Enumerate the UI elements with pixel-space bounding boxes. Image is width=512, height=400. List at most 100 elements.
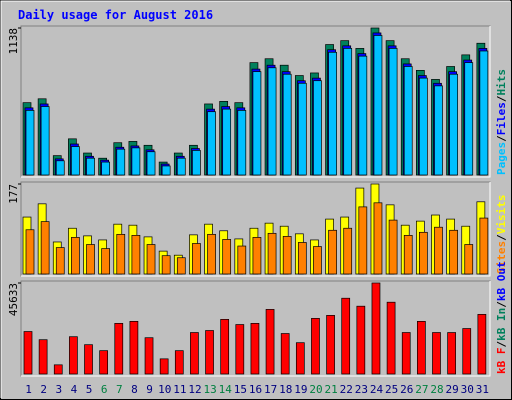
bar <box>114 322 124 375</box>
bar <box>267 67 277 176</box>
bar <box>237 245 247 275</box>
x-tick-label: 17 <box>264 383 277 396</box>
bar <box>38 339 48 375</box>
y-tick-label: 1138 <box>7 28 20 55</box>
bar <box>328 51 337 176</box>
legend-entry: kB In <box>495 308 508 341</box>
bar <box>403 235 413 275</box>
bar <box>84 344 93 375</box>
x-tick-label: 7 <box>116 383 123 396</box>
bar <box>99 350 108 375</box>
legend-entry: Sites <box>495 241 508 274</box>
bar <box>343 227 353 275</box>
bar <box>297 242 307 275</box>
bar <box>388 219 398 275</box>
bar <box>341 297 351 375</box>
bar <box>447 332 456 375</box>
bar <box>282 236 292 275</box>
bar <box>222 108 232 176</box>
bar <box>86 157 95 176</box>
x-tick-label: 28 <box>430 383 443 396</box>
legend-separator: / <box>495 135 508 142</box>
bar <box>192 150 201 176</box>
bar <box>356 305 366 375</box>
bar <box>55 247 65 275</box>
x-tick-label: 15 <box>234 383 247 396</box>
legend-entry: Pages <box>495 142 508 175</box>
bar <box>358 206 368 275</box>
bar <box>101 161 110 176</box>
x-tick-label: 12 <box>188 383 201 396</box>
x-tick-label: 16 <box>249 383 262 396</box>
bar <box>192 243 201 275</box>
bar <box>358 55 368 176</box>
x-tick-label: 22 <box>340 383 353 396</box>
x-tick-label: 11 <box>173 383 186 396</box>
bar <box>237 110 247 176</box>
chart-title: Daily usage for August 2016 <box>18 8 213 22</box>
bar <box>25 110 35 176</box>
bar <box>190 332 199 375</box>
x-tick-label: 3 <box>56 383 63 396</box>
x-tick-label: 27 <box>415 383 428 396</box>
bar <box>419 77 428 176</box>
bar <box>161 255 171 275</box>
legend-separator: / <box>495 234 508 241</box>
bar <box>388 48 398 176</box>
bar <box>280 333 290 375</box>
bar <box>176 157 186 176</box>
bar <box>222 239 232 275</box>
bar <box>464 244 474 275</box>
bar <box>23 331 33 375</box>
legend: Sites/Visits <box>495 195 508 275</box>
bar <box>174 350 184 375</box>
bar <box>101 248 110 275</box>
bar <box>434 226 443 275</box>
bar <box>161 165 171 176</box>
legend-entry: kB F <box>495 348 508 375</box>
x-tick-label: 25 <box>385 383 398 396</box>
x-tick-label: 5 <box>86 383 93 396</box>
bar <box>419 231 428 275</box>
x-tick-label: 9 <box>146 383 153 396</box>
bar <box>207 233 216 275</box>
bar <box>205 330 214 375</box>
legend-separator: / <box>495 95 508 102</box>
bar <box>479 50 489 176</box>
bar <box>311 318 320 375</box>
bar <box>434 85 443 176</box>
y-tick-label: 45633 <box>7 283 20 316</box>
bar <box>131 147 141 176</box>
bar <box>53 364 63 375</box>
legend-entry: kB Out <box>495 261 508 301</box>
x-tick-label: 30 <box>461 383 474 396</box>
legend: Pages/Files/Hits <box>495 69 508 175</box>
bar <box>40 106 50 176</box>
bar <box>129 321 139 375</box>
bar <box>479 217 489 275</box>
bar <box>146 151 156 176</box>
bar <box>235 324 245 375</box>
x-tick-label: 24 <box>370 383 384 396</box>
x-tick-label: 18 <box>279 383 292 396</box>
legend-separator: / <box>495 341 508 348</box>
bar <box>71 237 80 275</box>
bar <box>69 336 78 375</box>
bar <box>267 232 277 275</box>
legend-separator: / <box>495 301 508 308</box>
bar <box>386 301 396 375</box>
bar <box>477 314 487 375</box>
bar <box>25 229 35 275</box>
bar <box>146 244 156 275</box>
x-tick-label: 6 <box>101 383 108 396</box>
x-tick-label: 4 <box>71 383 78 396</box>
legend-entry: Files <box>495 102 508 135</box>
bar <box>403 66 413 176</box>
bar <box>71 146 80 176</box>
bar <box>417 321 426 375</box>
bar <box>449 73 458 176</box>
bar <box>326 315 335 375</box>
bar <box>220 319 230 375</box>
x-tick-label: 20 <box>309 383 322 396</box>
